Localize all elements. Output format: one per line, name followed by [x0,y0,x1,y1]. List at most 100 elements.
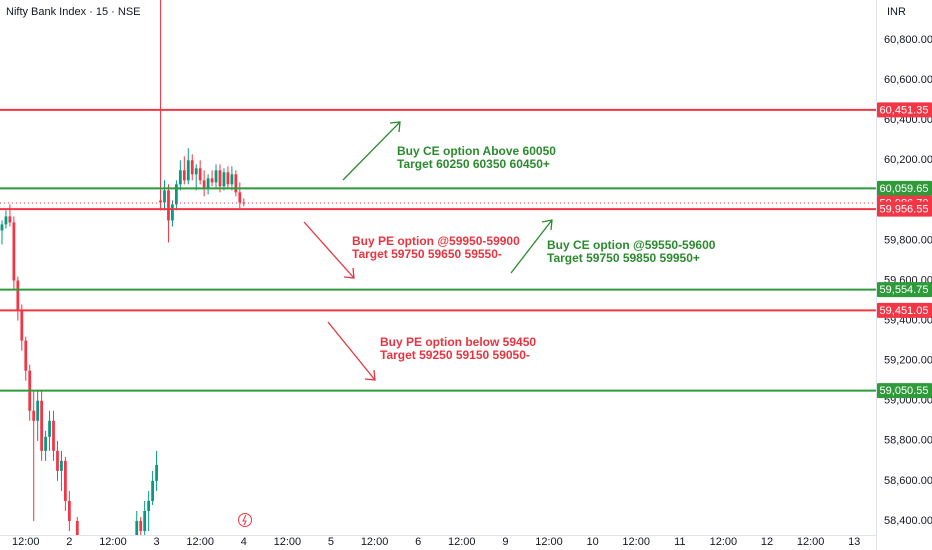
annotation: Buy CE option @59550-59600 [547,238,716,252]
x-tick-label: 13 [848,536,860,548]
candle-body [151,480,154,501]
annotation: Target 59750 59650 59550- [352,247,502,261]
level-label-bg [877,201,932,217]
annotation: Target 59250 59150 59050- [380,348,530,362]
x-tick-label: 12:00 [622,536,650,548]
candle-body [0,224,4,231]
x-tick-label: 5 [328,536,334,548]
candle-body [186,160,190,181]
x-tick-label: 4 [241,536,247,548]
y-tick-label: 60,600.00 [884,74,932,86]
candle-body [12,222,16,281]
candle-body [52,420,55,451]
x-tick-label: 12:00 [186,536,214,548]
candle-body [202,180,206,189]
level-label: 59,050.55 [880,385,929,397]
annotation: Buy PE option @59950-59900 [352,234,520,248]
level-label: 60,451.35 [880,104,929,116]
arrows [303,121,553,381]
candle-body [222,172,226,187]
candle-body [4,216,8,225]
y-tick-label: 58,800.00 [884,435,932,447]
candle-body [234,174,238,193]
x-tick-label: 12:00 [361,536,389,548]
candle-body [75,520,79,535]
candle-body [64,460,67,501]
y-tick-label: 58,600.00 [884,475,932,487]
level-label-bg [877,383,932,399]
candle-body [48,420,51,437]
currency: INR [887,6,906,18]
candle-body [36,400,40,421]
candle-body [56,450,59,471]
candle-body [226,172,230,185]
candle-body [167,190,170,221]
candle-body [230,174,234,185]
candle-body [8,216,12,223]
x-tick-label: 9 [502,536,508,548]
candle-body [20,310,24,341]
candle-body [159,200,162,203]
level-label: 59,451.05 [880,305,929,317]
candle-body [218,170,222,187]
x-tick-label: 2 [66,536,72,548]
x-tick-label: 12:00 [274,536,302,548]
candle-body [163,190,166,203]
candle-body [24,340,28,371]
candle-body [40,400,44,451]
level-label: 59,956.55 [880,203,929,215]
candle-body [32,410,36,421]
candle-body [198,168,202,181]
candle-body [155,464,158,481]
candle-body [178,170,182,185]
annotation: Target 60250 60350 60450+ [397,157,550,171]
candle-body [206,178,210,189]
event-icon[interactable] [238,513,252,527]
x-tick-label: 12:00 [797,536,825,548]
y-tick-label: 60,800.00 [884,34,932,46]
x-tick-label: 10 [586,536,598,548]
x-tick-label: 12:00 [535,536,563,548]
annotation: Buy PE option below 59450 [380,335,536,349]
y-tick-label: 60,200.00 [884,154,932,166]
candle-body [143,510,147,531]
annotation: Buy CE option Above 60050 [397,144,556,158]
y-tick-label: 59,800.00 [884,234,932,246]
y-tick-label: 58,400.00 [884,515,932,527]
x-tick-label: 11 [674,536,685,548]
candle-body [171,204,174,221]
x-tick-label: 12:00 [710,536,738,548]
plot-area [0,0,246,535]
x-tick-label: 12:00 [12,536,40,548]
candle-body [242,202,246,204]
candle-body [182,170,186,181]
candle-body [190,160,194,175]
y-tick-label: 59,200.00 [884,355,932,367]
chart-title: Nifty Bank Index · 15 · NSE [6,6,141,18]
x-tick-label: 12 [761,536,773,548]
candle-body [60,460,63,471]
candle-body [44,436,47,451]
candle-body [194,168,198,175]
candle-body [214,170,218,183]
level-label: 59,554.75 [880,284,929,296]
x-tick-label: 12:00 [448,536,476,548]
x-tick-label: 12:00 [99,536,127,548]
level-label-bg [877,282,932,298]
level-label-bg [877,302,932,318]
candle-body [135,520,139,535]
level-label-bg [877,180,932,196]
level-label-bg [877,102,932,118]
x-tick-label: 3 [154,536,160,548]
candle-body [147,500,151,511]
candle-body [139,520,143,531]
candle-body [175,184,178,205]
x-tick-label: 6 [415,536,421,548]
level-label: 60,059.65 [880,183,929,195]
candle-body [67,500,71,521]
candle-body [210,178,214,183]
candle-body [238,192,242,203]
annotation: Target 59750 59850 59950+ [547,251,700,265]
candle-body [16,280,20,311]
